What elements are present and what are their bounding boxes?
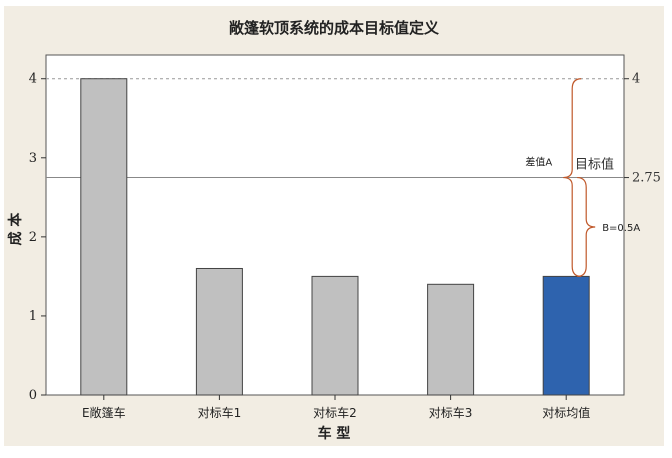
x-tick-label: E敞篷车 <box>82 405 126 420</box>
x-axis-title: 车 型 <box>318 425 351 442</box>
y-tick-label: 2 <box>29 230 37 245</box>
reference-value-label: 2.75 <box>632 171 661 186</box>
bracket-b <box>577 176 596 277</box>
x-tick-label: 对标均值 <box>542 405 590 420</box>
x-tick-label: 对标车3 <box>429 405 473 420</box>
y-tick-label: 3 <box>29 151 37 166</box>
x-tick-label: 对标车2 <box>313 405 357 420</box>
bar-5 <box>542 275 590 396</box>
target-line-label: 目标值 <box>575 157 614 173</box>
chart-frame: 敞篷软顶系统的成本目标值定义 4 2.75 目标值 0 1 2 3 4 E敞篷车 对标车1 对标… <box>4 6 664 446</box>
x-tick-label: 对标车1 <box>198 405 242 420</box>
bar-1 <box>80 78 128 396</box>
reference-value-label: 4 <box>632 72 640 87</box>
annotation-b: B=0.5A <box>602 223 640 234</box>
y-axis-title: 成 本 <box>7 212 24 246</box>
chart-title: 敞篷软顶系统的成本目标值定义 <box>229 19 439 37</box>
bar-2 <box>195 267 243 396</box>
bracket-diff-a <box>563 78 582 277</box>
annotation-diff-a: 差值A <box>525 156 552 169</box>
y-tick-label: 4 <box>29 72 37 87</box>
bar-4 <box>427 283 475 396</box>
y-tick-label: 0 <box>29 388 37 403</box>
y-tick-label: 1 <box>29 309 37 324</box>
bar-3 <box>311 275 359 396</box>
bar-chart: 敞篷软顶系统的成本目标值定义 4 2.75 目标值 0 1 2 3 4 E敞篷车 对标车1 对标… <box>7 19 661 442</box>
